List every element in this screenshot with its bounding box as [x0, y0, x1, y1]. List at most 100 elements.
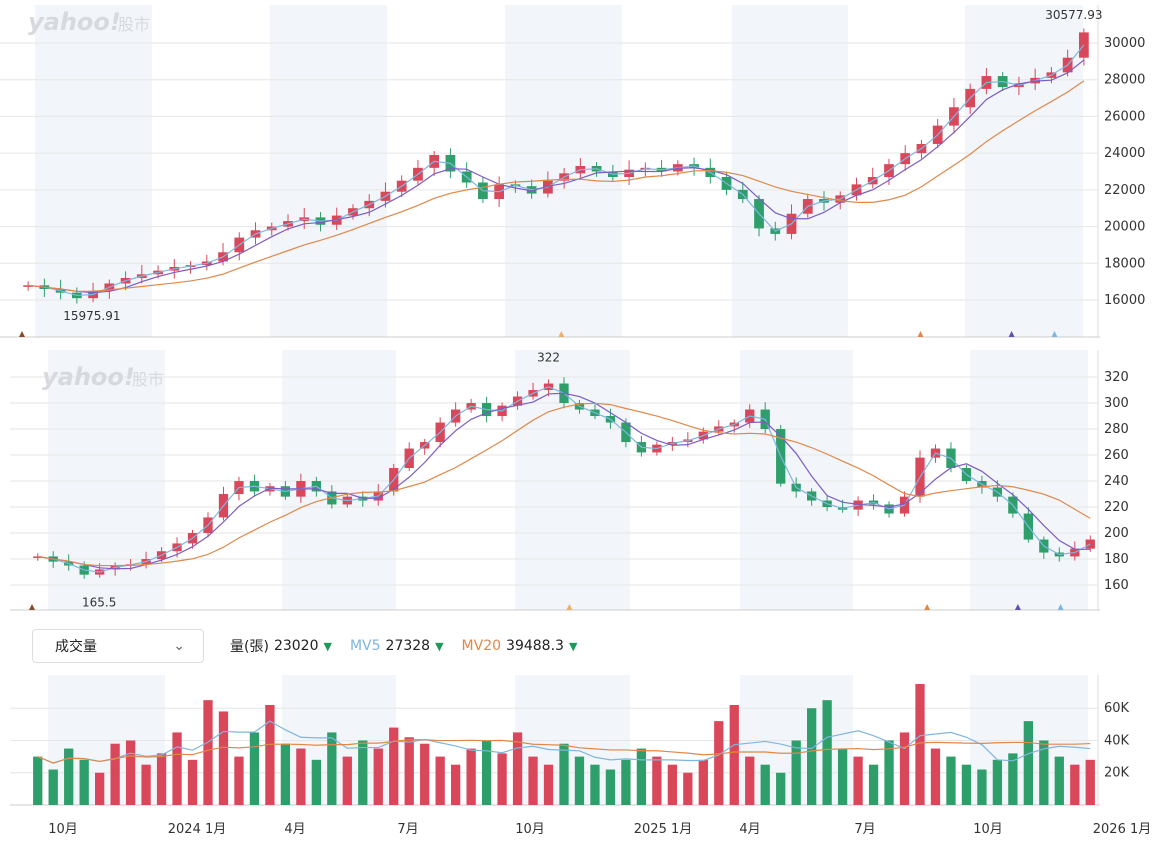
- volume-bar: [543, 764, 554, 805]
- y-tick-label: 280: [1104, 422, 1129, 437]
- volume-bar: [1008, 753, 1018, 805]
- volume-bar: [837, 748, 848, 805]
- volume-bar: [1085, 759, 1095, 805]
- volume-bar: [729, 705, 739, 805]
- event-marker-icon: [19, 331, 25, 337]
- volume-bar: [930, 748, 941, 805]
- volume-bar: [187, 759, 198, 805]
- down-triangle-icon: ▼: [568, 639, 578, 653]
- y-tick-label: 260: [1104, 448, 1129, 463]
- event-marker-icon: [1014, 604, 1021, 610]
- volume-bar: [683, 772, 693, 805]
- quarter-band: [48, 350, 165, 610]
- volume-bar: [652, 756, 662, 805]
- volume-bar: [218, 711, 229, 805]
- y-tick-label: 28000: [1104, 73, 1145, 88]
- volume-bar: [853, 756, 863, 805]
- x-tick-label: 10月: [515, 822, 545, 837]
- volume-bar: [435, 756, 445, 805]
- volume-bar: [125, 740, 136, 805]
- chevron-down-icon: ⌄: [173, 638, 185, 654]
- logo-watermark: yahoo!: [28, 8, 121, 36]
- volume-bar: [497, 753, 507, 805]
- logo-sub: 股市: [118, 15, 150, 34]
- y-tick-label: 240: [1104, 474, 1129, 489]
- volume-bar: [95, 772, 105, 805]
- volume-bar: [481, 740, 492, 805]
- volume-legend: 成交量 ⌄ 量(張) 23020 ▼ MV5 27328 ▼ MV20 39488.3 ▼: [32, 628, 595, 664]
- event-marker-icon: [566, 604, 573, 610]
- logo-watermark: yahoo!: [42, 363, 135, 391]
- y-tick-label: 24000: [1104, 146, 1145, 161]
- x-tick-label: 2025 1月: [634, 822, 693, 837]
- quarter-band: [270, 5, 387, 337]
- volume-bar: [915, 684, 925, 805]
- mv5-label: MV5: [349, 638, 381, 654]
- volume-bar: [141, 764, 151, 805]
- volume-bar: [977, 769, 987, 805]
- y-tick-label: 18000: [1104, 256, 1145, 271]
- volume-bar: [667, 764, 677, 805]
- legend-mv5: MV5 27328 ▼: [350, 638, 444, 654]
- volume-bar: [1023, 721, 1033, 805]
- volume-bar: [621, 759, 631, 805]
- y-tick-label: 300: [1104, 396, 1129, 411]
- legend-mv20: MV20 39488.3 ▼: [462, 638, 578, 654]
- event-marker-icon: [1057, 604, 1064, 610]
- volume-bar: [203, 700, 213, 805]
- volume-bar: [389, 727, 399, 805]
- event-marker-icon: [29, 604, 35, 610]
- quarter-band: [515, 350, 630, 610]
- candle-body: [1079, 32, 1089, 58]
- quarter-band: [732, 5, 848, 337]
- volume-bar: [420, 743, 430, 805]
- volume-bar: [992, 759, 1003, 805]
- y-tick-label: 40K: [1104, 733, 1130, 748]
- mv5-value: 27328: [385, 638, 431, 654]
- volume-bar: [961, 764, 972, 805]
- volume-ma-line: [37, 720, 1091, 764]
- y-tick-label: 200: [1104, 526, 1129, 541]
- event-marker-icon: [558, 331, 565, 337]
- volume-bar: [776, 772, 786, 805]
- volume-bar: [698, 759, 708, 805]
- indicator-select[interactable]: 成交量 ⌄: [32, 629, 204, 663]
- mv20-value: 39488.3: [506, 638, 564, 654]
- event-marker-icon: [917, 331, 924, 337]
- volume-bar: [574, 756, 585, 805]
- volume-bar: [64, 748, 74, 805]
- volume-bar: [1070, 764, 1080, 805]
- moving-average-line: [28, 44, 1085, 297]
- volume-bar: [234, 756, 244, 805]
- x-tick-label: 10月: [48, 822, 78, 837]
- candle-body: [1085, 539, 1095, 549]
- volume-bar: [33, 756, 43, 805]
- min-price-label: 165.5: [82, 596, 116, 610]
- y-tick-label: 26000: [1104, 109, 1145, 124]
- volume-bar: [451, 764, 461, 805]
- logo-sub: 股市: [132, 370, 164, 389]
- volume-bar: [791, 740, 801, 805]
- volume-bar: [868, 764, 879, 805]
- y-tick-label: 60K: [1104, 701, 1130, 716]
- max-price-label: 322: [537, 351, 560, 365]
- x-tick-label: 4月: [739, 822, 760, 837]
- x-tick-label: 10月: [973, 822, 1003, 837]
- volume-ma-line: [37, 739, 1091, 764]
- indicator-select-value: 成交量: [55, 639, 97, 655]
- quarter-band: [282, 350, 396, 610]
- volume-bar: [807, 708, 817, 805]
- candle-body: [33, 556, 43, 558]
- volume-bar: [528, 756, 538, 805]
- y-tick-label: 160: [1104, 578, 1129, 593]
- moving-average-line: [28, 59, 1085, 294]
- volume-bar: [1039, 740, 1049, 805]
- volume-bar: [48, 769, 58, 805]
- event-marker-icon: [924, 604, 931, 610]
- volume-bar: [404, 737, 414, 805]
- event-marker-icon: [1051, 331, 1058, 337]
- volume-bar: [373, 748, 383, 805]
- y-tick-label: 320: [1104, 370, 1129, 385]
- volume-bar: [636, 748, 647, 805]
